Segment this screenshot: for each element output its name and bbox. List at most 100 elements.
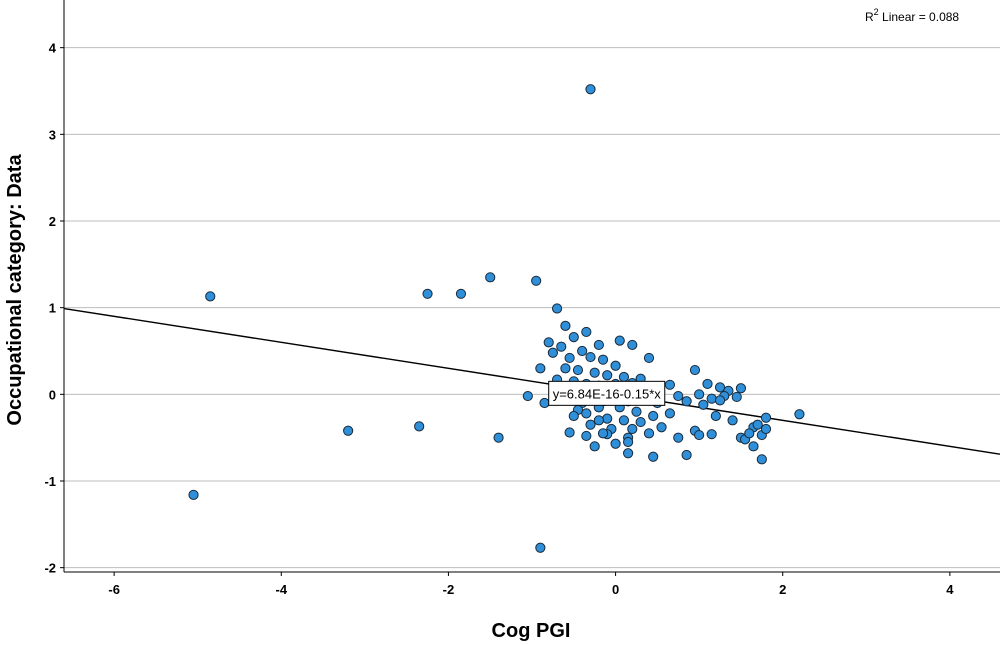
data-point [631,406,642,417]
x-tick-label: 2 [779,582,786,597]
y-tick-labels: -2 -1 0 1 2 3 4 [44,41,64,576]
data-point [794,409,805,420]
data-point [602,413,613,424]
data-point [597,354,609,365]
data-point [547,347,558,358]
data-point [593,415,604,426]
data-point [618,371,630,383]
r2-prefix: R [865,10,874,24]
y-tick-label: 2 [49,214,56,229]
data-point [610,360,621,371]
data-point [581,408,592,419]
data-point [635,416,646,428]
data-point [543,337,554,348]
data-point [756,454,767,465]
data-point [455,288,467,299]
data-point [568,410,579,422]
x-axis-title: Cog PGI [492,620,571,642]
y-tick-label: 0 [49,387,56,402]
data-point [564,427,575,438]
data-point [702,378,713,390]
data-point [188,489,199,500]
data-point [706,429,717,440]
data-point [535,542,546,553]
data-point [681,396,692,407]
x-tick-label: -2 [443,582,455,597]
data-point [731,391,742,403]
data-point [714,395,726,406]
fit-line [63,307,1001,455]
data-point [585,84,596,95]
data-point [422,288,433,299]
data-point [627,423,638,435]
y-tick-label: 4 [49,41,57,56]
data-point [689,364,701,376]
r2-label: R2 Linear = 0.088 [865,7,959,24]
y-tick-label: 1 [49,301,56,316]
y-tick-label: -2 [44,561,56,576]
data-point [648,410,659,422]
x-tick-label: -6 [108,582,120,597]
data-point [581,430,592,442]
x-tick-label: 0 [612,582,619,597]
data-point [694,429,705,441]
data-point [205,291,216,302]
fit-line-group [63,307,1001,455]
data-points [188,84,805,553]
data-point [752,419,763,430]
data-point [694,389,705,400]
y-axis-title: Occupational category: Data [4,154,26,426]
axes [63,0,1000,573]
data-point [522,390,533,402]
data-point [673,390,684,402]
data-point [589,441,600,452]
data-point [560,363,571,374]
y-tick-label: 3 [49,127,56,142]
data-point [664,408,675,419]
equation-label-group: y=6.84E-16-0.15*x [548,380,666,406]
r2-superscript: 2 [874,7,879,17]
data-point [627,339,638,351]
x-tick-labels: -6 -4 -2 0 2 4 [108,572,954,597]
data-point [589,367,600,378]
data-point [585,351,596,363]
data-point [681,449,692,461]
data-point [577,345,588,357]
data-point [643,428,655,439]
data-point [760,412,772,423]
data-point [664,379,675,390]
data-point [614,335,625,346]
data-point [493,432,504,443]
data-point [748,441,759,452]
data-point [623,436,634,448]
data-point [535,363,546,374]
equation-box [548,380,666,406]
grid-lines [64,47,1000,569]
data-point [539,397,550,409]
data-point [727,415,738,426]
x-tick-label: 4 [946,582,954,597]
y-tick-label: -1 [44,474,56,489]
data-point [560,320,571,331]
data-point [585,419,596,430]
data-point [643,352,655,364]
data-point [531,275,542,286]
data-point [414,421,425,432]
data-point [602,370,613,381]
data-point [572,364,584,376]
data-point [343,425,354,436]
data-point [706,393,717,404]
equation-label: y=6.84E-16-0.15*x [553,386,662,401]
data-point [744,428,755,439]
data-point [673,432,684,443]
data-point [623,448,634,459]
data-point [551,303,563,314]
data-point [714,382,726,393]
data-point [648,451,659,462]
data-point [656,422,667,433]
data-point [564,352,575,364]
x-tick-label: -4 [276,582,288,597]
data-point [568,332,579,343]
